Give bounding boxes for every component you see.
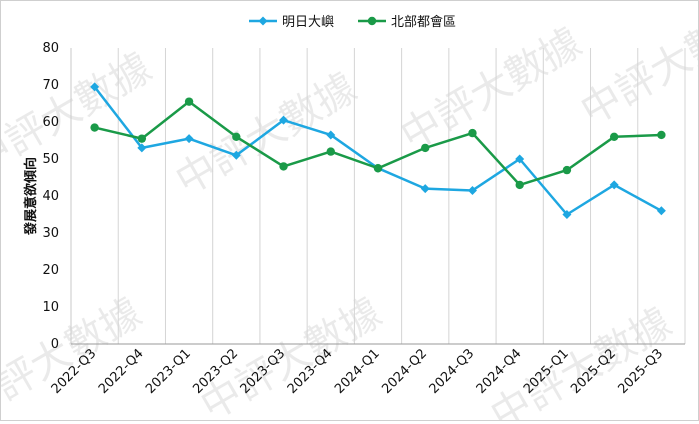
data-point-circle (515, 180, 524, 190)
data-point-diamond (609, 180, 619, 190)
y-tick-label: 40 (42, 189, 59, 204)
y-tick-labels: 0 10 20 30 40 50 60 70 80 (42, 41, 59, 352)
y-tick-label: 70 (42, 78, 59, 93)
data-point-circle (90, 123, 99, 132)
y-axis-label: 發展意欲傾向 (23, 157, 39, 236)
y-tick-label: 80 (42, 41, 59, 56)
data-point-circle (468, 128, 477, 138)
data-point-diamond (326, 130, 336, 140)
y-tick-label: 50 (42, 152, 59, 167)
legend: 明日大嶼 北部都會區 (249, 15, 456, 30)
grid-lines (70, 48, 686, 345)
legend-label: 明日大嶼 (282, 15, 334, 30)
data-point-diamond (420, 184, 430, 194)
data-point-diamond (279, 115, 289, 125)
y-tick-label: 30 (42, 226, 59, 241)
series-layer (90, 82, 666, 219)
watermark-text: 中評大數據 (573, 1, 698, 135)
y-tick-label: 60 (42, 115, 59, 130)
data-point-circle (184, 97, 194, 106)
data-point-diamond (90, 82, 100, 92)
legend-marker-diamond (258, 16, 268, 26)
data-point-circle (232, 132, 241, 141)
y-tick-label: 10 (42, 300, 59, 315)
data-point-circle (373, 164, 383, 173)
data-point-circle (609, 132, 619, 141)
x-tick-label: 2024-Q3 (427, 346, 478, 397)
data-point-circle (137, 134, 147, 143)
data-point-circle (279, 162, 288, 171)
data-point-diamond (656, 206, 666, 216)
data-point-circle (421, 143, 430, 153)
data-point-circle (657, 130, 666, 140)
data-point-diamond (515, 154, 525, 164)
watermark-text: 中評大數據 (393, 20, 589, 160)
data-point-diamond (184, 134, 194, 144)
legend-label: 北部都會區 (391, 15, 456, 30)
x-tick-label: 2024-Q2 (379, 346, 430, 397)
data-point-diamond (137, 143, 147, 153)
legend-marker-circle (367, 16, 377, 26)
y-tick-label: 20 (42, 263, 59, 278)
data-point-diamond (231, 150, 241, 160)
data-point-circle (326, 147, 335, 156)
series-line-1 (93, 86, 662, 216)
data-point-circle (562, 165, 572, 175)
data-point-diamond (562, 210, 572, 219)
data-point-diamond (467, 185, 477, 195)
x-tick-label: 2023-Q1 (143, 346, 194, 397)
y-tick-label: 0 (51, 337, 59, 352)
